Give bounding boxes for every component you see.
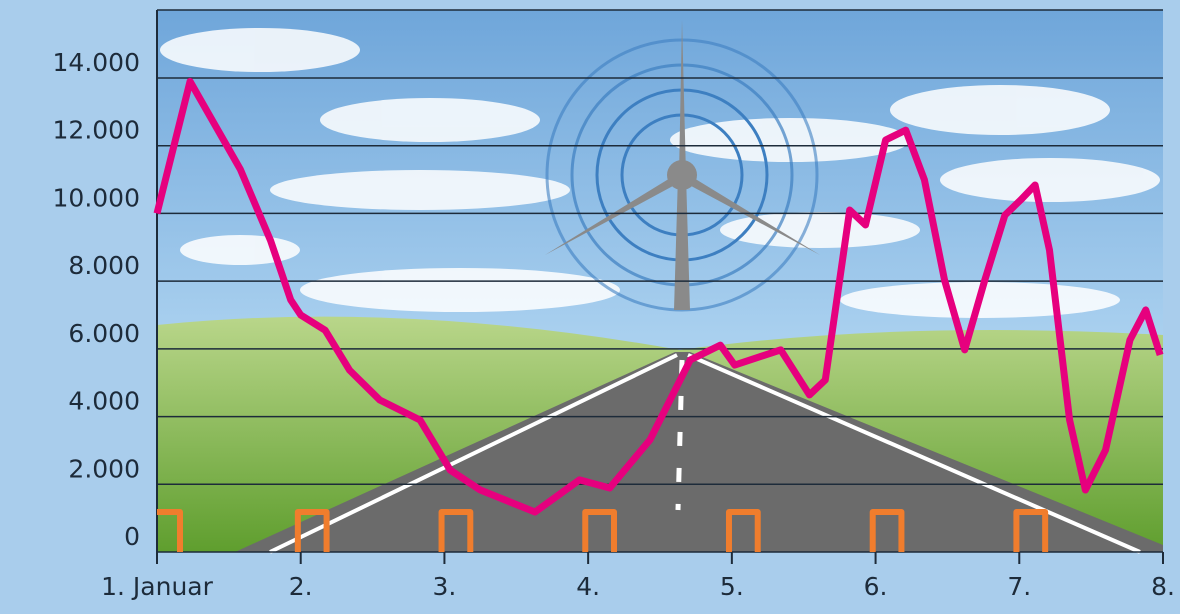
x-tick-label: 3. (432, 572, 456, 601)
y-tick-label: 4.000 (68, 387, 140, 416)
y-tick-label: 8.000 (68, 251, 140, 280)
x-tick-label: 8. (1151, 572, 1175, 601)
x-tick-label: 1. Januar (101, 572, 214, 601)
x-tick-label: 2. (289, 572, 313, 601)
series-line (153, 77, 1164, 516)
series-line (157, 509, 1049, 552)
y-tick-label: 0 (124, 522, 140, 551)
y-tick-label: 14.000 (53, 48, 140, 77)
x-tick-label: 4. (576, 572, 600, 601)
road-center (675, 359, 685, 511)
x-tick-label: 5. (720, 572, 744, 601)
x-tick-label: 7. (1007, 572, 1031, 601)
y-tick-label: 6.000 (68, 319, 140, 348)
road-lines (269, 353, 1141, 554)
x-tick-label: 6. (864, 572, 888, 601)
y-tick-label: 2.000 (68, 454, 140, 483)
y-tick-label: 10.000 (53, 183, 140, 212)
y-tick-label: 12.000 (53, 116, 140, 145)
road (235, 352, 1163, 552)
